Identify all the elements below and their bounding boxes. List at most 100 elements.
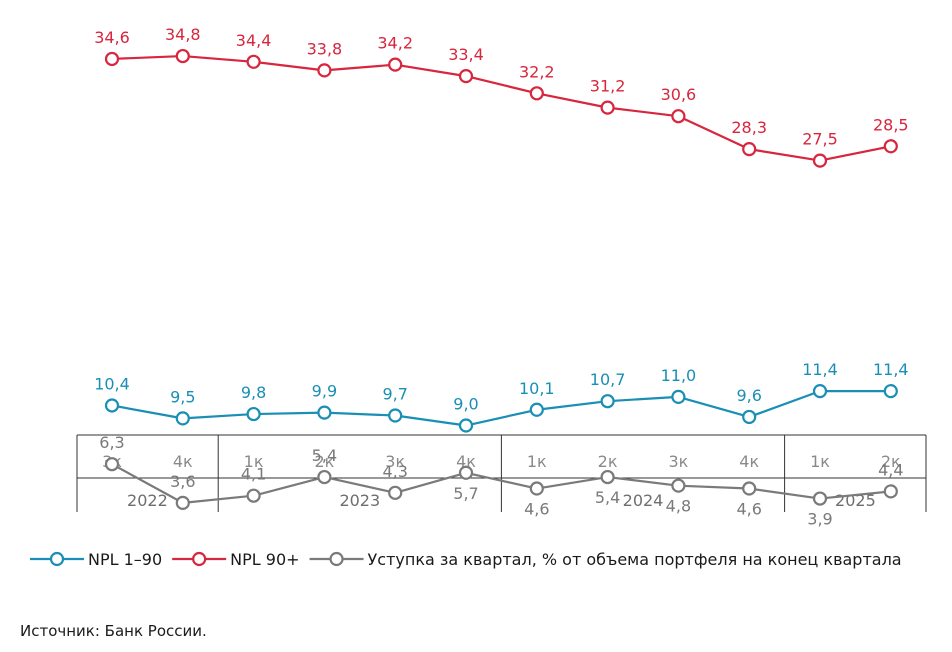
data-label: 3,6 [170,472,195,491]
tick-label: 4к [456,452,476,471]
data-point [742,142,757,157]
legend-marker [192,551,207,567]
legend-item-npl90: NPL 90+ [172,550,300,569]
series-line [111,463,891,504]
legend-marker [329,551,344,567]
series-line [111,390,891,427]
legend-label: NPL 90+ [230,550,299,569]
data-point [671,389,686,404]
data-point [671,478,686,493]
source-note: Источник: Банк России. [20,622,207,640]
axis-table [76,434,927,512]
data-point [246,488,261,503]
data-label: 10,7 [590,370,626,389]
data-point [600,394,615,409]
data-label: 28,5 [873,115,909,134]
legend: NPL 1–90 NPL 90+ Уступка за квартал, % от … [30,550,902,569]
data-label: 30,6 [661,85,697,104]
data-point [175,495,190,510]
data-label: 4,6 [524,500,549,519]
data-point [246,406,261,422]
x-axis-ticks: 3к4к1к2к3к4к1к2к3к4к1к2к2022202320242025 [102,452,901,510]
tick-label: 2к [314,452,334,471]
data-point [317,405,332,420]
data-label: 27,5 [802,130,838,149]
data-point [104,457,120,472]
series-layer: 34,6 34,8 34,4 33,8 34,2 33,4 32,2 31,2 30,6 28,3… [94,25,908,528]
legend-item-npl190: NPL 1–90 [30,550,162,569]
series-npl190: 10,4 9,5 9,8 9,9 9,7 9,0 10,1 10,7 11,0 9,6 11,4 11… [94,360,909,433]
data-label: 5,4 [595,488,620,507]
data-label: 4,3 [382,462,407,481]
data-point [175,48,190,64]
data-point [742,409,757,425]
data-label: 9,8 [241,383,266,402]
data-label: 9,0 [453,395,478,414]
data-label: 11,4 [802,360,838,379]
data-point [317,63,332,78]
data-label: 33,8 [307,39,343,58]
tick-label: 4к [173,452,193,471]
data-point [388,57,403,72]
data-label: 9,6 [736,386,761,405]
series-line [111,54,892,162]
data-point [600,469,615,485]
year-label: 2024 [623,491,664,510]
data-point [458,418,474,433]
data-point [104,51,120,67]
data-label: 10,1 [519,379,555,398]
data-point [458,465,474,480]
tick-label: 1к [810,452,830,471]
data-point [175,411,190,426]
data-label: 33,4 [448,45,484,64]
year-label: 2023 [339,491,380,510]
data-label: 9,7 [382,384,407,403]
data-label: 9,5 [170,387,195,406]
data-label: 4,6 [736,500,761,519]
data-point [742,481,757,496]
tick-label: 2к [598,452,618,471]
data-label: 5,7 [453,484,478,503]
series-cession: 6,3 3,6 4,1 5,4 4,3 5,7 4,6 5,4 4,8 4,6 3,9 4,4 [99,433,903,528]
data-label: 4,4 [878,460,903,479]
data-label: 9,9 [312,382,337,401]
data-point [458,69,474,84]
year-label: 2022 [127,491,168,510]
data-point [883,484,898,499]
data-label: 31,2 [590,77,626,96]
data-label: 4,1 [241,465,266,484]
tick-label: 4к [739,452,759,471]
legend-label: NPL 1–90 [88,550,162,569]
legend-marker [49,551,65,567]
tick-label: 2к [881,452,901,471]
data-point [600,100,615,115]
data-label: 34,6 [94,28,130,47]
data-point [388,485,403,500]
data-label: 34,8 [165,25,201,44]
tick-label: 3к [668,452,688,471]
data-label: 34,2 [377,34,413,53]
data-point [671,109,686,124]
data-point [812,153,828,168]
tick-label: 1к [527,452,547,471]
data-label: 11,4 [873,360,909,379]
data-label: 5,4 [312,446,337,465]
data-point [529,86,544,101]
data-point [812,491,828,506]
data-point [883,139,898,154]
data-label: 3,9 [807,510,832,529]
data-point [812,384,828,399]
data-label: 32,2 [519,62,555,81]
data-point [388,408,403,423]
data-point [104,398,120,413]
legend-label: Уступка за квартал, % от объема портфеля… [368,550,902,569]
data-label: 10,4 [94,374,130,393]
tick-label: 3к [385,452,405,471]
data-point [883,384,898,399]
data-point [529,402,544,417]
data-label: 4,8 [666,497,691,516]
data-point [246,54,261,69]
data-label: 6,3 [99,433,124,452]
series-npl90: 34,6 34,8 34,4 33,8 34,2 33,4 32,2 31,2 30,6 28,3… [94,25,909,168]
